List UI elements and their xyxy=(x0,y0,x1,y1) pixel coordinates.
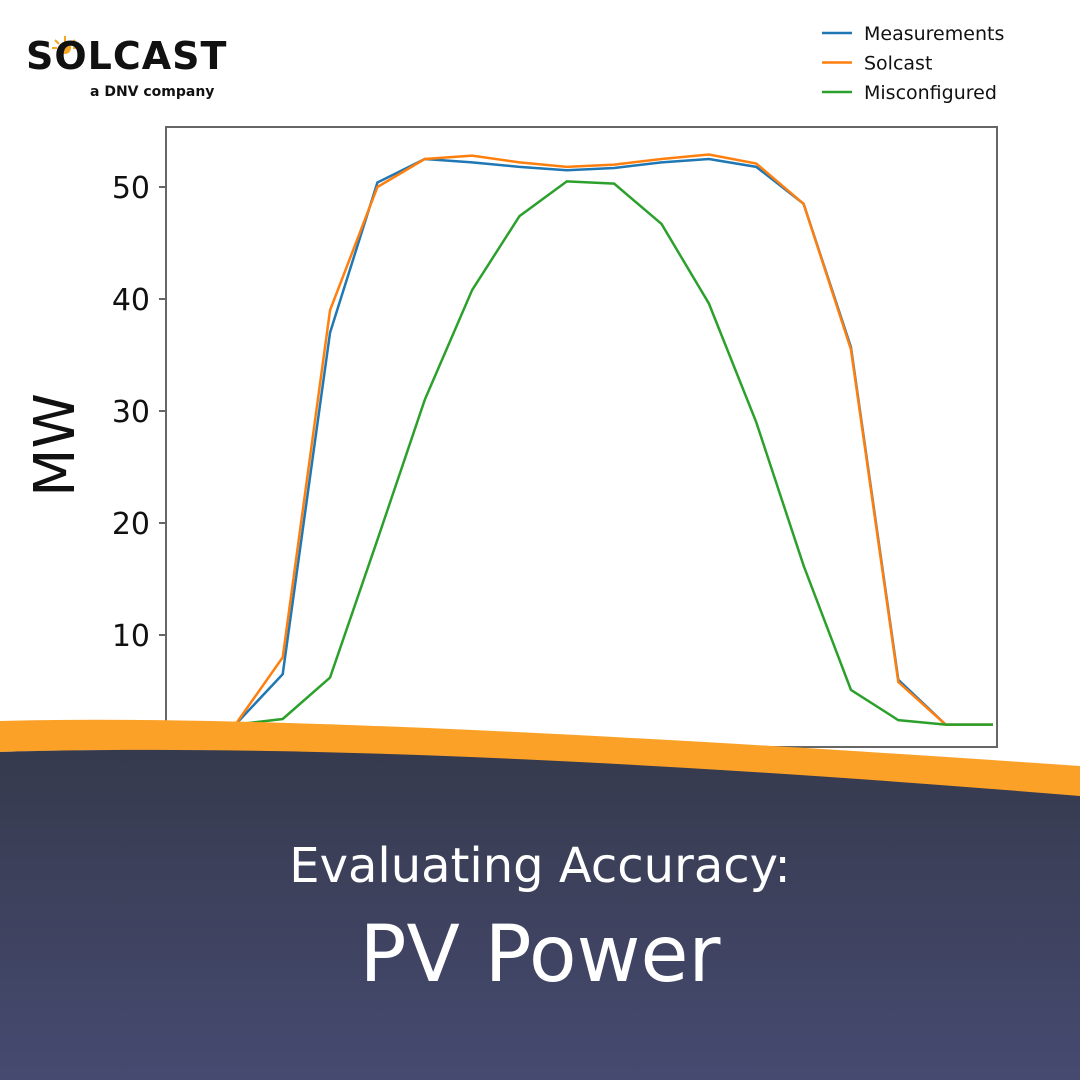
brand-tagline: a DNV company xyxy=(90,84,215,100)
sun-icon xyxy=(52,36,78,54)
y-tick-label: 20 xyxy=(112,507,150,542)
plot-frame xyxy=(165,126,998,748)
series-line-solcast xyxy=(188,153,993,726)
legend-label: Misconfigured xyxy=(864,82,997,104)
dark-footer xyxy=(0,749,1080,1080)
y-tick-label: 30 xyxy=(112,395,150,430)
headline: Evaluating Accuracy: xyxy=(289,838,791,894)
series-line-misconfigured xyxy=(188,180,993,726)
legend-label: Measurements xyxy=(864,23,1004,45)
legend-label: Solcast xyxy=(864,53,932,75)
y-tick-label: 50 xyxy=(112,171,150,206)
accent-band xyxy=(0,719,1080,800)
y-tick-label: 40 xyxy=(112,283,150,318)
y-axis-label: MW xyxy=(23,393,88,497)
y-tick-label: 10 xyxy=(112,619,150,654)
subheadline: PV Power xyxy=(359,910,721,1000)
brand-logo: SOLCAST xyxy=(26,34,228,78)
series-line-measurements xyxy=(188,157,993,726)
